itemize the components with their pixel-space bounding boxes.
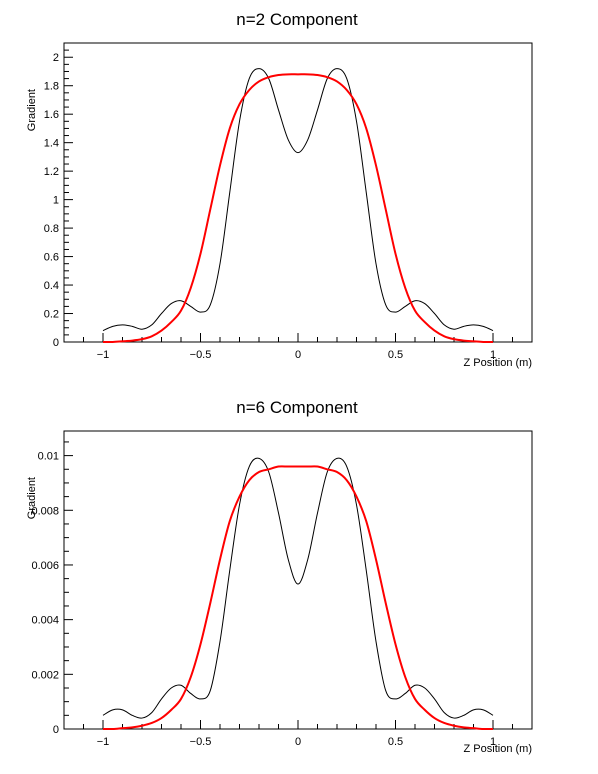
plot-frame — [63, 430, 533, 730]
series-line-red — [102, 73, 494, 344]
y-tick-label: 0.2 — [44, 309, 59, 321]
chart-title: n=6 Component — [236, 398, 358, 417]
y-tick-label: 0.6 — [44, 252, 59, 264]
series-line-black — [102, 457, 494, 719]
x-axis-label: Z Position (m) — [464, 357, 532, 369]
plot-frame — [63, 42, 533, 343]
series-line-black — [102, 68, 494, 332]
series-group — [102, 68, 494, 344]
y-ticks: 0 0.002 0.004 0.006 0.008 0.01 — [31, 441, 73, 736]
y-tick-label: 0 — [53, 724, 59, 736]
series-line-red — [102, 465, 494, 731]
x-tick-label: −0.5 — [190, 736, 212, 748]
y-tick-label: 1.8 — [44, 81, 59, 93]
x-tick-label: −1 — [97, 349, 110, 361]
y-axis-label: Gradient — [26, 89, 38, 131]
chart-panel-n2: n=2 Component 0 0.2 0.4 0.6 0.8 1 1.2 1.4 1.6 1.8… — [26, 10, 533, 369]
y-tick-label: 1.4 — [44, 138, 59, 150]
chart-title: n=2 Component — [236, 10, 358, 29]
y-tick-label: 1.2 — [44, 166, 59, 178]
y-tick-label: 0.008 — [31, 505, 59, 517]
x-tick-label: 1 — [490, 349, 496, 361]
series-group — [102, 457, 494, 731]
y-tick-label: 2 — [53, 52, 59, 64]
y-tick-label: 1.6 — [44, 109, 59, 121]
x-tick-label: 1 — [490, 736, 496, 748]
y-tick-label: 0.8 — [44, 223, 59, 235]
y-tick-label: 0.01 — [38, 451, 59, 463]
y-axis-label: Gradient — [26, 477, 38, 519]
y-tick-label: 0.4 — [44, 280, 59, 292]
y-tick-label: 0.004 — [31, 615, 59, 627]
y-tick-label: 0.006 — [31, 560, 59, 572]
x-tick-label: 0 — [295, 736, 301, 748]
y-ticks: 0 0.2 0.4 0.6 0.8 1 1.2 1.4 1.6 1.8 2 — [44, 42, 73, 349]
y-tick-label: 1 — [53, 195, 59, 207]
x-tick-label: −1 — [97, 736, 110, 748]
x-tick-label: 0 — [295, 349, 301, 361]
y-tick-label: 0 — [53, 337, 59, 349]
x-tick-label: 0.5 — [388, 349, 403, 361]
x-ticks: −1 −0.5 0 0.5 1 — [63, 720, 533, 748]
chart-panel-n6: n=6 Component 00.0020.0040.0060.0080.01 … — [26, 398, 533, 755]
x-axis-label: Z Position (m) — [464, 743, 532, 755]
y-tick-label: 0.002 — [31, 669, 59, 681]
x-tick-label: −0.5 — [190, 349, 212, 361]
x-ticks: −1 −0.5 0 0.5 1 — [63, 333, 533, 361]
x-tick-label: 0.5 — [388, 736, 403, 748]
